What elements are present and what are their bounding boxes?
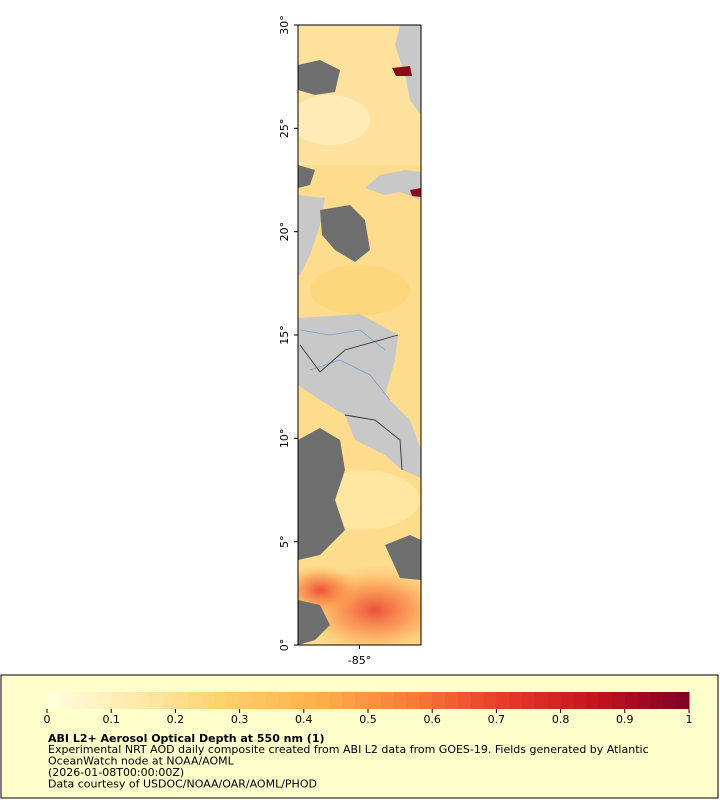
lat-tick-label: 0° [278, 639, 291, 652]
colorbar-step [470, 692, 485, 709]
colorbar-tick-label: 0.1 [102, 713, 120, 726]
colorbar-step [111, 692, 125, 709]
colorbar-step [547, 692, 562, 709]
colorbar-step [136, 692, 151, 709]
lat-tick-label: 5° [278, 535, 291, 548]
colorbar-step [445, 692, 459, 709]
colorbar-step [355, 692, 369, 709]
lon-tick-label: -85° [348, 654, 371, 667]
lat-tick-label: 20° [278, 222, 291, 242]
colorbar-tick-label: 0.6 [423, 713, 441, 726]
colorbar-step [393, 692, 408, 709]
map-area [298, 25, 421, 645]
colorbar-step [650, 692, 664, 709]
colorbar-tick-label: 0.4 [295, 713, 313, 726]
colorbar-tick-label: 0.3 [231, 713, 249, 726]
legend-line: (2026-01-08T00:00:00Z) [48, 766, 184, 779]
colorbar-step [419, 692, 433, 709]
colorbar-step [406, 692, 420, 709]
colorbar-step [624, 692, 639, 709]
colorbar-tick-label: 0.9 [616, 713, 634, 726]
colorbar-tick-label: 0.2 [167, 713, 185, 726]
colorbar-step [560, 692, 574, 709]
colorbar-tick-label: 0 [44, 713, 51, 726]
colorbar-step [534, 692, 549, 709]
legend-line: Experimental NRT AOD daily composite cre… [48, 743, 649, 756]
colorbar-step [509, 692, 523, 709]
colorbar-step [98, 692, 112, 709]
colorbar-step [278, 692, 292, 709]
colorbar-step [599, 692, 613, 709]
colorbar-step [586, 692, 600, 709]
lat-tick-label: 25° [278, 119, 291, 139]
colorbar-tick-label: 0.8 [552, 713, 570, 726]
colorbar-tick-label: 0.7 [488, 713, 506, 726]
colorbar-step [188, 692, 202, 709]
colorbar-step [175, 692, 189, 709]
colorbar-step [201, 692, 215, 709]
colorbar-step [47, 692, 61, 709]
colorbar-tick-label: 0.5 [359, 713, 377, 726]
colorbar-step [663, 692, 677, 709]
legend-line: OceanWatch node at NOAA/AOML [48, 755, 235, 768]
colorbar-step [329, 692, 343, 709]
colorbar-step [573, 692, 587, 709]
colorbar-step [265, 692, 279, 709]
lat-tick-label: 10° [278, 429, 291, 449]
colorbar-step [496, 692, 510, 709]
colorbar-step [380, 692, 395, 709]
lat-tick-label: 15° [278, 325, 291, 345]
colorbar-step [59, 692, 74, 709]
colorbar-step [226, 692, 241, 709]
legend-title: ABI L2+ Aerosol Optical Depth at 550 nm … [48, 732, 325, 745]
colorbar-step [162, 692, 176, 709]
colorbar-step [368, 692, 382, 709]
colorbar-step [316, 692, 330, 709]
colorbar-step [72, 692, 87, 709]
lat-tick-label: 30° [278, 15, 291, 35]
colorbar-step [432, 692, 446, 709]
colorbar-tick-label: 1 [686, 713, 693, 726]
colorbar-step [522, 692, 536, 709]
colorbar-step [213, 692, 228, 709]
colorbar-step [676, 692, 690, 709]
colorbar-step [149, 692, 164, 709]
colorbar-step [252, 692, 266, 709]
legend-line: Data courtesy of USDOC/NOAA/OAR/AOML/PHO… [48, 778, 317, 791]
colorbar-step [483, 692, 497, 709]
colorbar-step [637, 692, 651, 709]
colorbar-step [290, 692, 305, 709]
colorbar-step [342, 692, 356, 709]
colorbar-step [457, 692, 472, 709]
colorbar-step [85, 692, 99, 709]
colorbar-step [239, 692, 253, 709]
colorbar-step [611, 692, 626, 709]
colorbar-step [303, 692, 318, 709]
colorbar-step [124, 692, 138, 709]
